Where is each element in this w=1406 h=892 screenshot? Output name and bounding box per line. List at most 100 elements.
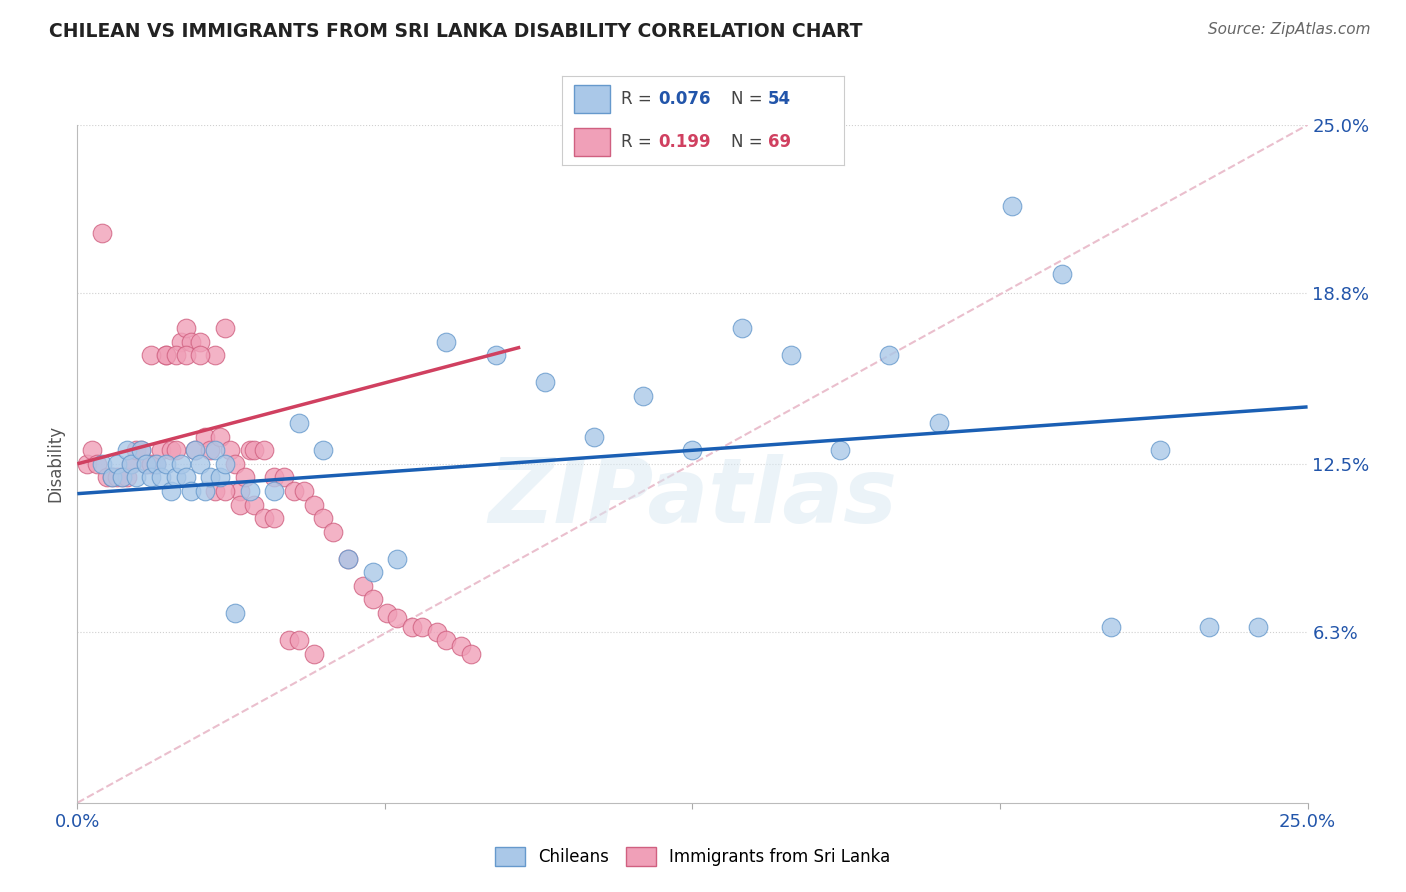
Point <box>96 470 118 484</box>
Point <box>150 470 173 484</box>
Text: 0.076: 0.076 <box>658 90 710 108</box>
Point <box>278 633 301 648</box>
Point <box>1099 619 1122 633</box>
Point <box>224 457 246 471</box>
Point <box>76 457 98 471</box>
Point <box>204 348 226 362</box>
Text: R =: R = <box>621 133 658 151</box>
Point <box>105 470 128 484</box>
Point <box>200 470 222 484</box>
Point <box>1050 267 1073 281</box>
Point <box>288 633 311 648</box>
Point <box>184 443 207 458</box>
Point <box>361 592 384 607</box>
Text: N =: N = <box>731 133 768 151</box>
Point <box>125 443 148 458</box>
Point <box>426 624 449 639</box>
Point <box>204 443 226 458</box>
Point <box>633 389 655 403</box>
Point <box>204 483 226 498</box>
Point <box>292 483 315 498</box>
Point <box>214 457 236 471</box>
Point <box>121 457 143 471</box>
Point <box>111 470 132 484</box>
Point <box>86 457 108 471</box>
Point <box>90 457 114 471</box>
Point <box>214 483 236 498</box>
Point <box>352 579 374 593</box>
Point <box>165 470 187 484</box>
Point <box>135 457 157 471</box>
Point <box>135 457 157 471</box>
Point <box>184 443 207 458</box>
Point <box>312 511 335 525</box>
Text: CHILEAN VS IMMIGRANTS FROM SRI LANKA DISABILITY CORRELATION CHART: CHILEAN VS IMMIGRANTS FROM SRI LANKA DIS… <box>49 22 863 41</box>
Point <box>312 443 335 458</box>
Point <box>229 498 252 512</box>
Point <box>160 443 183 458</box>
Point <box>219 443 242 458</box>
Point <box>214 321 236 335</box>
Point <box>155 348 177 362</box>
Text: 69: 69 <box>768 133 790 151</box>
Text: 0.199: 0.199 <box>658 133 710 151</box>
Point <box>436 633 458 648</box>
Point <box>141 470 163 484</box>
Point <box>200 443 222 458</box>
Point <box>253 511 276 525</box>
Point <box>243 498 266 512</box>
Point <box>194 430 217 444</box>
Text: 54: 54 <box>768 90 790 108</box>
Point <box>253 443 276 458</box>
Point <box>155 348 177 362</box>
Point <box>322 524 344 539</box>
Bar <box>574 85 610 113</box>
Point <box>141 457 163 471</box>
Text: R =: R = <box>621 90 658 108</box>
Point <box>263 483 285 498</box>
Point <box>1247 619 1270 633</box>
Point <box>145 457 167 471</box>
Point <box>1001 199 1024 213</box>
Point <box>105 457 128 471</box>
Point <box>377 606 399 620</box>
Text: ZIPatlas: ZIPatlas <box>488 454 897 541</box>
Point <box>165 348 187 362</box>
Point <box>209 470 232 484</box>
Point <box>121 457 143 471</box>
Point <box>263 511 285 525</box>
Point <box>209 430 232 444</box>
Point <box>302 647 325 661</box>
Point <box>190 457 212 471</box>
Point <box>190 348 212 362</box>
Point <box>82 443 104 458</box>
Point <box>288 416 311 430</box>
Point <box>485 348 508 362</box>
Point <box>1198 619 1220 633</box>
Point <box>170 334 193 349</box>
Point <box>150 443 173 458</box>
Point <box>682 443 704 458</box>
Point <box>263 470 285 484</box>
Point <box>928 416 950 430</box>
Point <box>145 457 167 471</box>
Point <box>174 470 197 484</box>
Point <box>111 470 132 484</box>
Point <box>125 470 148 484</box>
Point <box>160 483 183 498</box>
Y-axis label: Disability: Disability <box>46 425 65 502</box>
Point <box>233 470 256 484</box>
Point <box>361 566 384 580</box>
Point <box>90 227 114 241</box>
Point <box>411 619 433 633</box>
Point <box>273 470 295 484</box>
Point <box>302 498 325 512</box>
Point <box>780 348 803 362</box>
Point <box>194 483 217 498</box>
Point <box>101 470 124 484</box>
Point <box>101 470 124 484</box>
Text: Source: ZipAtlas.com: Source: ZipAtlas.com <box>1208 22 1371 37</box>
Point <box>165 443 187 458</box>
Point <box>239 443 262 458</box>
Point <box>337 551 360 566</box>
